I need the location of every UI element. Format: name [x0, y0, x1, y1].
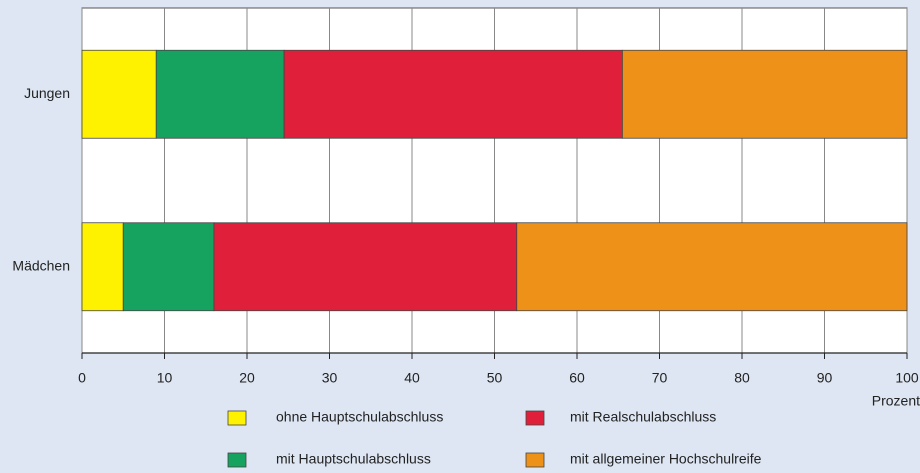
- bar-segment: [213, 222, 518, 312]
- legend-swatch: [525, 452, 545, 468]
- x-tick-label: 40: [404, 370, 420, 386]
- legend-label: mit Realschulabschluss: [570, 409, 716, 425]
- bar-segment: [155, 49, 285, 139]
- x-tick-label: 10: [157, 370, 173, 386]
- legend-label: ohne Hauptschulabschluss: [276, 409, 443, 425]
- x-tick-label: 50: [487, 370, 503, 386]
- x-tick-label: 70: [652, 370, 668, 386]
- bar-segment: [81, 222, 124, 312]
- legend-swatch: [227, 452, 247, 468]
- legend-label: mit allgemeiner Hochschulreife: [570, 451, 762, 467]
- y-tick-label: Mädchen: [12, 257, 70, 273]
- bar-segment: [81, 49, 157, 139]
- bar-segment: [516, 222, 908, 312]
- legend-swatch: [227, 410, 247, 426]
- y-tick-label: Jungen: [24, 85, 70, 101]
- x-tick-label: 60: [569, 370, 585, 386]
- x-tick-label: 30: [322, 370, 338, 386]
- x-tick-label: 100: [895, 370, 919, 386]
- bar-segment: [283, 49, 623, 139]
- x-axis-label: Prozent: [872, 393, 920, 409]
- x-tick-label: 0: [78, 370, 86, 386]
- legend-swatch: [525, 410, 545, 426]
- x-tick-label: 80: [734, 370, 750, 386]
- bar-segment: [122, 222, 215, 312]
- legend-label: mit Hauptschulabschluss: [276, 451, 431, 467]
- bar-segment: [621, 49, 908, 139]
- x-tick-label: 20: [239, 370, 255, 386]
- x-tick-label: 90: [817, 370, 833, 386]
